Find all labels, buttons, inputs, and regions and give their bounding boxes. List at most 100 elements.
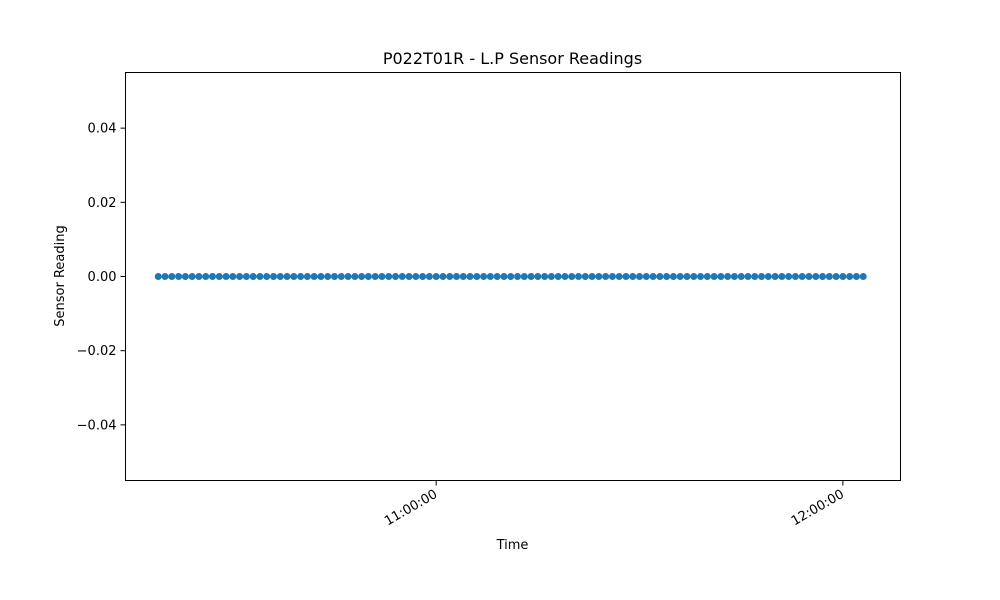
data-point-87 (744, 273, 752, 280)
data-point-6 (195, 273, 203, 280)
data-point-80 (697, 273, 705, 280)
data-point-67 (608, 273, 616, 280)
data-point-74 (656, 273, 664, 280)
data-point-30 (358, 273, 366, 280)
data-point-26 (331, 273, 338, 280)
data-point-68 (615, 273, 623, 280)
data-point-50 (493, 273, 501, 280)
x-tick-label-1: 12:00:00 (789, 487, 847, 529)
data-point-45 (459, 273, 467, 280)
data-point-55 (527, 273, 535, 280)
data-point-82 (710, 273, 718, 280)
data-point-8 (208, 273, 216, 280)
data-point-11 (229, 273, 237, 280)
data-point-71 (636, 273, 644, 280)
data-point-49 (486, 273, 494, 280)
data-point-96 (805, 273, 813, 280)
data-point-28 (344, 273, 352, 280)
data-point-15 (256, 273, 264, 280)
data-point-90 (764, 273, 772, 280)
data-point-62 (575, 273, 583, 280)
data-point-83 (717, 273, 725, 280)
data-point-77 (676, 273, 684, 280)
data-point-76 (669, 273, 677, 280)
data-point-42 (439, 273, 447, 280)
data-point-22 (303, 273, 311, 280)
x-axis-label: Time (496, 538, 529, 553)
data-point-78 (683, 273, 691, 280)
data-point-3 (175, 273, 183, 280)
data-point-5 (188, 273, 196, 280)
data-point-59 (554, 273, 562, 280)
data-point-56 (534, 273, 542, 280)
data-point-27 (337, 273, 345, 280)
data-point-25 (324, 273, 332, 280)
data-point-33 (378, 273, 386, 280)
data-point-104 (859, 273, 867, 280)
data-point-13 (242, 273, 250, 280)
data-point-57 (541, 273, 549, 280)
data-points (154, 273, 867, 280)
data-point-44 (453, 273, 461, 280)
data-point-61 (568, 273, 576, 280)
data-point-43 (446, 273, 454, 280)
data-point-91 (771, 273, 779, 280)
y-tick-label-1: 0.02 (88, 196, 117, 211)
data-point-10 (222, 273, 230, 280)
data-point-58 (547, 273, 555, 280)
data-point-103 (852, 273, 860, 280)
data-point-32 (371, 273, 379, 280)
data-point-89 (758, 273, 766, 280)
data-point-48 (480, 273, 488, 280)
x-tick-label-0: 11:00:00 (382, 487, 440, 529)
data-point-85 (730, 273, 738, 280)
data-point-17 (270, 273, 277, 280)
data-point-93 (785, 273, 793, 280)
data-point-95 (798, 273, 806, 280)
data-point-19 (283, 273, 291, 280)
y-axis: 0.04 0.02 0.00 −0.02 −0.04 (77, 122, 126, 433)
data-point-73 (649, 273, 657, 280)
data-point-38 (412, 273, 420, 280)
data-point-40 (425, 273, 433, 280)
data-point-21 (297, 273, 305, 280)
data-point-24 (317, 273, 325, 280)
data-point-35 (392, 273, 400, 280)
data-point-100 (832, 273, 840, 280)
data-point-94 (791, 273, 799, 280)
data-point-75 (663, 273, 671, 280)
data-point-102 (846, 273, 854, 280)
data-point-97 (812, 273, 820, 280)
data-point-18 (276, 273, 284, 280)
data-point-52 (507, 273, 515, 280)
data-point-88 (751, 273, 759, 280)
data-point-1 (161, 273, 169, 280)
data-point-99 (825, 273, 833, 280)
y-axis-label: Sensor Reading (53, 225, 68, 326)
data-point-79 (690, 273, 698, 280)
x-axis: 11:00:00 12:00:00 (382, 480, 847, 529)
data-point-64 (588, 273, 596, 280)
data-point-4 (181, 273, 189, 280)
data-point-9 (215, 273, 223, 280)
data-point-29 (351, 273, 359, 280)
data-point-72 (642, 273, 650, 280)
data-point-84 (724, 273, 732, 280)
data-point-7 (202, 273, 210, 280)
y-tick-label-2: 0.00 (88, 270, 117, 285)
data-point-81 (703, 273, 711, 280)
data-point-98 (819, 273, 827, 280)
data-point-37 (405, 273, 413, 280)
data-point-39 (419, 273, 427, 280)
data-point-70 (629, 273, 637, 280)
data-point-101 (839, 273, 847, 280)
y-tick-label-4: −0.04 (77, 418, 117, 433)
data-point-47 (473, 273, 481, 280)
data-point-92 (778, 273, 786, 280)
y-tick-label-0: 0.04 (88, 122, 117, 137)
data-point-2 (168, 273, 176, 280)
data-point-16 (263, 273, 271, 280)
data-point-0 (154, 273, 162, 280)
